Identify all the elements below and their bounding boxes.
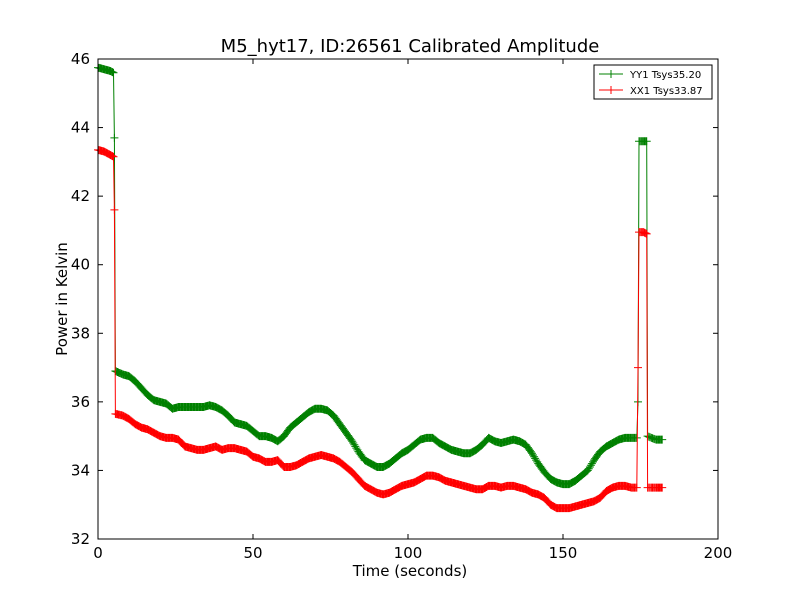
y-axis-label: Power in Kelvin: [53, 242, 71, 356]
y-tick-label: 32: [71, 530, 90, 548]
y-tick-label: 44: [71, 119, 90, 137]
x-tick-label: 150: [549, 544, 578, 562]
x-tick-label: 100: [394, 544, 423, 562]
y-tick-label: 40: [71, 256, 90, 274]
y-tick-label: 36: [71, 393, 90, 411]
legend-marker-yy1: [607, 70, 615, 78]
series-line: [97, 67, 663, 485]
series-0: [94, 63, 667, 489]
plot-lines: [94, 63, 667, 513]
chart-title: M5_hyt17, ID:26561 Calibrated Amplitude: [221, 36, 600, 57]
series-markers: [94, 145, 667, 513]
legend-box: [593, 64, 713, 100]
legend-label-xx1: XX1 Tsys33.87: [630, 86, 703, 97]
y-tick-label: 34: [71, 461, 90, 479]
plot-frame: [97, 58, 719, 540]
series-1: [94, 145, 667, 513]
x-tick-label: 200: [704, 544, 733, 562]
series-line: [97, 149, 663, 509]
axis-ticks: 0 50 100 150 200 32 34 36 38 40 42 44 46: [71, 50, 732, 562]
legend: YY1 Tsys35.20 XX1 Tsys33.87: [593, 64, 713, 100]
y-tick-label: 42: [71, 187, 90, 205]
x-tick-label: 0: [93, 544, 103, 562]
x-tick-label: 50: [243, 544, 262, 562]
series-markers: [94, 63, 667, 489]
legend-marker-xx1: [607, 86, 615, 94]
legend-label-yy1: YY1 Tsys35.20: [629, 70, 701, 81]
x-axis-label: Time (seconds): [352, 562, 468, 580]
y-tick-label: 46: [71, 50, 90, 68]
y-tick-label: 38: [71, 324, 90, 342]
